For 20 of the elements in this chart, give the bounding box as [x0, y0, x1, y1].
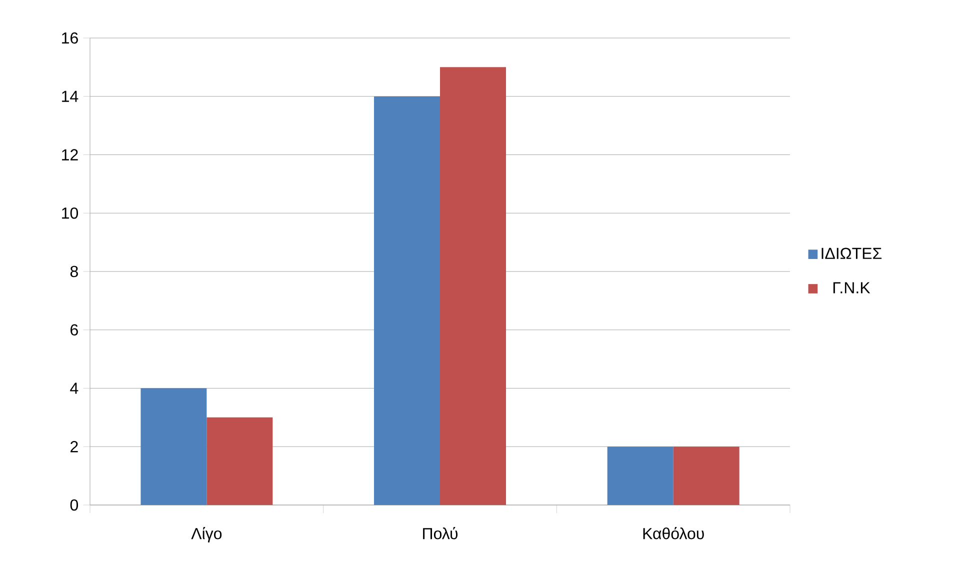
y-tick-label: 4 [70, 382, 78, 394]
legend-label: Γ.Ν.Κ [833, 282, 870, 294]
bar [673, 446, 740, 505]
y-tick-label: 12 [62, 149, 78, 160]
legend-label: ΙΔΙΩΤΕΣ [822, 248, 882, 259]
y-tick-label: 16 [62, 32, 78, 44]
y-tick-label: 14 [62, 90, 78, 102]
bar [440, 67, 506, 505]
bar [374, 96, 440, 505]
y-tick-label: 6 [70, 324, 78, 336]
y-tick-label: 0 [70, 499, 78, 511]
x-tick-label: Καθόλου [643, 527, 704, 540]
bar [140, 388, 207, 505]
x-tick-label: Πολύ [423, 527, 458, 540]
bar [607, 446, 674, 505]
bar [206, 417, 273, 505]
y-tick-label: 10 [62, 207, 78, 219]
y-tick-label: 8 [70, 266, 78, 278]
y-tick-label: 2 [70, 441, 78, 452]
x-tick-label: Λίγο [191, 527, 222, 542]
